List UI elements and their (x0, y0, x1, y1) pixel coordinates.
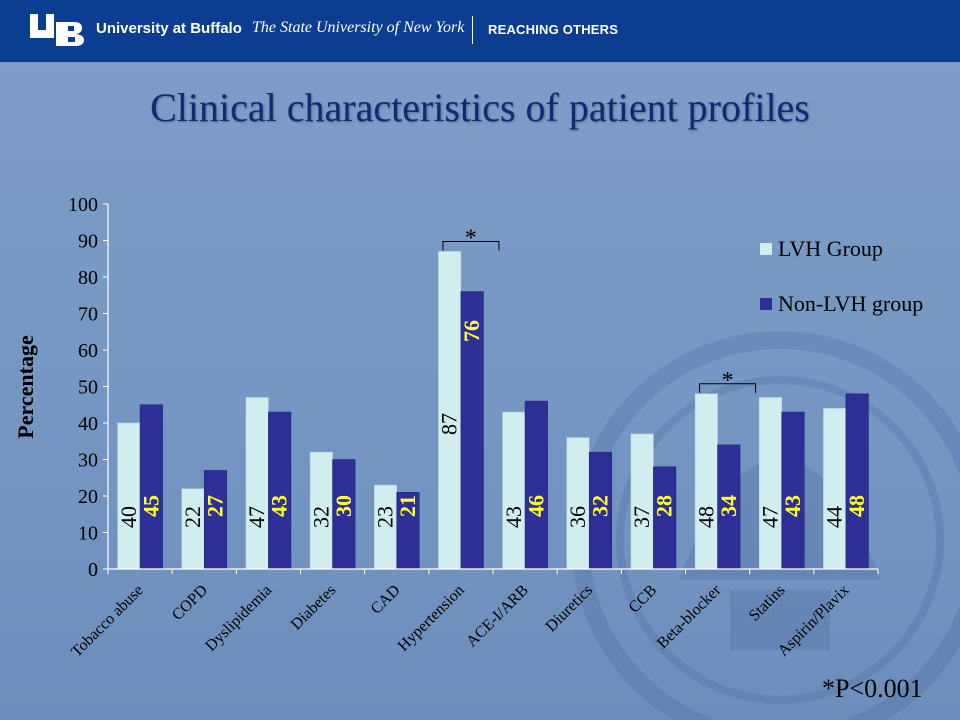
header-tagline: REACHING OTHERS (488, 22, 619, 37)
data-label: 27 (203, 495, 228, 517)
y-tick-label: 10 (78, 523, 98, 545)
bar-lvh (502, 411, 526, 570)
x-tick-label: COPD (169, 582, 211, 624)
significance-bracket (442, 240, 500, 251)
data-label: 43 (780, 495, 805, 517)
y-tick-label: 50 (78, 377, 98, 399)
bar-lvh (438, 251, 462, 570)
ub-logo-icon (30, 14, 84, 46)
data-label: 36 (565, 506, 590, 528)
x-tick-label: Hypertension (395, 582, 468, 655)
y-axis-label: Percentage (13, 335, 38, 439)
bar-non-lvh (203, 470, 228, 570)
data-label: 87 (437, 413, 462, 435)
bar-lvh (117, 422, 141, 570)
bar-non-lvh (139, 404, 163, 570)
university-subtitle: The State University of New York (252, 19, 465, 36)
data-label: 30 (331, 495, 356, 517)
slide-title: Clinical characteristics of patient prof… (150, 85, 810, 130)
legend-swatch (760, 298, 772, 310)
significance-bracket (699, 383, 757, 393)
data-label: 45 (138, 495, 163, 517)
y-tick-label: 40 (78, 413, 98, 435)
y-tick-label: 100 (68, 194, 98, 216)
data-label: 22 (180, 506, 205, 528)
y-tick-label: 90 (78, 231, 98, 253)
data-label: 43 (267, 495, 292, 517)
data-label: 47 (758, 506, 783, 528)
y-tick-label: 20 (78, 486, 98, 508)
y-tick-label: 80 (78, 267, 98, 289)
data-label: 76 (459, 320, 484, 342)
legend-label: Non-LVH group (778, 291, 923, 316)
legend-label: LVH Group (778, 236, 883, 261)
significance-marker: * (465, 225, 477, 251)
x-tick-label: ACE-I/ARB (463, 582, 532, 651)
data-label: 37 (629, 506, 654, 528)
data-label: 34 (716, 495, 741, 517)
bar-lvh (630, 433, 654, 570)
data-label: 32 (588, 495, 613, 517)
data-label: 43 (501, 506, 526, 528)
data-label: 44 (822, 506, 847, 528)
significance-marker: * (722, 368, 734, 394)
bar-lvh (823, 408, 847, 570)
data-label: 32 (308, 506, 333, 528)
data-label: 47 (244, 506, 269, 528)
legend-swatch (760, 243, 772, 255)
data-label: 21 (395, 495, 420, 517)
x-tick-label: Dyslipidemia (202, 582, 275, 655)
bar-lvh (245, 397, 269, 570)
bar-non-lvh (268, 411, 292, 570)
data-label: 23 (373, 506, 398, 528)
significance-footnote: *P<0.001 (822, 674, 923, 703)
x-tick-label: Diabetes (288, 582, 340, 634)
y-tick-label: 70 (78, 304, 98, 326)
data-label: 28 (652, 495, 677, 517)
data-label: 46 (523, 495, 548, 517)
x-tick-label: Statins (746, 582, 789, 625)
header-divider (472, 16, 473, 44)
data-label: 40 (116, 506, 141, 528)
x-tick-label: CCB (626, 582, 661, 617)
x-tick-label: Beta-blocker (654, 581, 725, 652)
header-bar: University at Buffalo The State Universi… (0, 0, 960, 62)
bar-non-lvh (781, 411, 805, 570)
bar-non-lvh (845, 393, 869, 570)
university-name: University at Buffalo (96, 20, 242, 37)
y-tick-label: 60 (78, 340, 98, 362)
data-label: 48 (693, 506, 718, 528)
data-label: 48 (844, 495, 869, 517)
x-tick-label: CAD (368, 582, 404, 618)
bar-lvh (694, 393, 718, 570)
y-tick-label: 30 (78, 450, 98, 472)
y-tick-label: 0 (88, 559, 98, 581)
x-tick-label: Tobacco abuse (68, 582, 147, 661)
bar-lvh (758, 397, 783, 570)
x-tick-label: Diuretics (543, 582, 596, 635)
bar-lvh (566, 437, 590, 570)
bar-non-lvh (524, 400, 548, 570)
